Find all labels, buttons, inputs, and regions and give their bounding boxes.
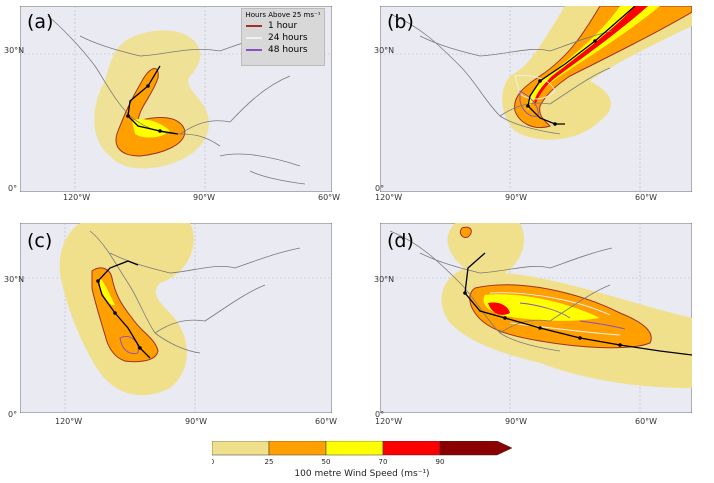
- lon-tick: 60°W: [318, 193, 341, 202]
- lon-tick: 90°W: [193, 193, 216, 202]
- lon-tick: 60°W: [635, 417, 658, 426]
- lat-tick-left: 30°N: [4, 275, 25, 284]
- colorbar-tick: 90: [436, 458, 445, 466]
- wind-swath-yellow: [483, 294, 600, 321]
- storm-track: [527, 6, 636, 125]
- lon-tick: 120°W: [55, 417, 83, 426]
- legend-item-3: 48 hours: [246, 45, 320, 55]
- map-panel-c: (c) 30°N 0°: [20, 223, 332, 413]
- colorbar-segment: [325, 440, 384, 456]
- panel-label: (b): [387, 11, 414, 33]
- panel-c: (c) 30°N 0°: [20, 223, 332, 413]
- lat-tick-left: 0°: [375, 184, 385, 193]
- panel-label: (c): [27, 230, 52, 252]
- colorbar-segment: [211, 440, 270, 456]
- lat-tick-left: 30°N: [374, 46, 395, 55]
- lat-tick-left: 0°: [8, 410, 18, 419]
- legend-swatch: [246, 49, 262, 51]
- panel-d: (d) 30°N 0°: [380, 223, 692, 413]
- coastline: [389, 13, 613, 135]
- lon-tick: 120°W: [375, 193, 403, 202]
- wind-swath-orange: [514, 6, 692, 129]
- legend-title: Hours Above 25 ms⁻¹: [245, 11, 321, 19]
- wind-swath-light: [502, 6, 692, 140]
- lon-tick: 90°W: [505, 417, 528, 426]
- colorbar-tick: 0: [212, 458, 214, 466]
- colorbar-tick: 70: [379, 458, 388, 466]
- lon-tick: 90°W: [185, 417, 208, 426]
- lat-tick-left: 0°: [8, 184, 18, 193]
- lat-tick-left: 30°N: [374, 275, 395, 284]
- panel-b: (b) 30°N 0°: [380, 6, 692, 192]
- lon-tick: 120°W: [63, 193, 91, 202]
- lon-tick: 120°W: [375, 417, 403, 426]
- colorbar-segment: [268, 440, 327, 456]
- wind-swath-red: [488, 302, 510, 315]
- colorbar-svg: 0 25 50 70 90 100 metre Wind Speed (ms⁻¹…: [210, 440, 513, 479]
- legend-item-2: 24 hours: [246, 33, 320, 43]
- map-panel-b: (b) 30°N 0°: [380, 6, 692, 192]
- colorbar-segment: [382, 440, 441, 456]
- lon-tick: 90°W: [505, 193, 528, 202]
- lat-tick-left: 30°N: [4, 46, 25, 55]
- colorbar-tick: 25: [265, 458, 274, 466]
- legend-swatch: [246, 37, 262, 39]
- lon-tick: 60°W: [635, 193, 658, 202]
- panel-label: (d): [387, 230, 414, 252]
- coastline: [89, 230, 301, 354]
- colorbar-tick: 50: [322, 458, 331, 466]
- colorbar-label: 100 metre Wind Speed (ms⁻¹): [294, 469, 429, 479]
- lon-tick: 60°W: [315, 417, 338, 426]
- storm-track: [464, 252, 692, 356]
- legend-item-1: 1 hour: [246, 21, 320, 31]
- legend-swatch: [246, 25, 262, 27]
- wind-swath-orange: [91, 267, 159, 363]
- colorbar-segment: [439, 440, 513, 456]
- panel-label: (a): [27, 11, 53, 33]
- wind-swath-yellow: [527, 6, 660, 111]
- lat-tick-left: 0°: [375, 410, 385, 419]
- wind-swath-light: [59, 223, 194, 396]
- coastline: [389, 230, 613, 352]
- storm-track: [97, 260, 151, 359]
- legend: Hours Above 25 ms⁻¹ 1 hour 24 hours 48 h…: [241, 8, 325, 66]
- colorbar: 0 25 50 70 90 100 metre Wind Speed (ms⁻¹…: [210, 440, 517, 479]
- map-panel-d: (d) 30°N 0°: [380, 223, 692, 413]
- wind-swath-yellow: [100, 278, 115, 306]
